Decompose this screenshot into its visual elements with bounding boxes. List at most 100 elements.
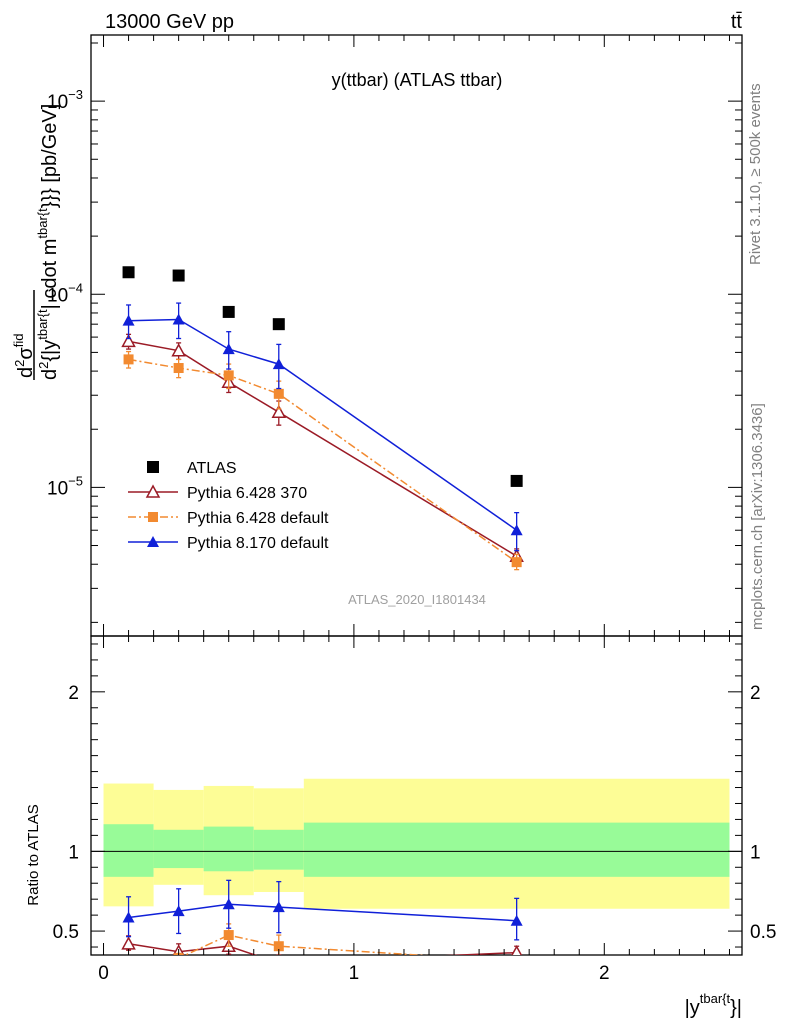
marker-square bbox=[223, 930, 234, 941]
marker-triangle bbox=[272, 358, 285, 370]
marker-square bbox=[148, 512, 158, 522]
x-tick-label: 1 bbox=[349, 963, 360, 984]
ylabel-den-rest: {|y bbox=[39, 340, 61, 362]
watermark: ATLAS_2020_I1801434 bbox=[348, 592, 486, 607]
ratio-series-line bbox=[183, 934, 429, 955]
marker-triangle bbox=[222, 898, 235, 910]
uncertainty-band-green bbox=[203, 826, 254, 872]
marker-square bbox=[172, 269, 185, 282]
marker-square bbox=[512, 956, 522, 966]
y-tick-base: 10 bbox=[47, 478, 68, 499]
svg-text:d2{|ytbar{t| cdot mtbar{t}}} [: d2{|ytbar{t| cdot mtbar{t}}} [pb/GeV] bbox=[35, 104, 61, 380]
ratio-y-tick-label: 0.5 bbox=[53, 922, 79, 943]
marker-square bbox=[511, 557, 522, 568]
marker-open-triangle bbox=[121, 333, 136, 348]
ratio-y-tick-label-right: 0.5 bbox=[750, 922, 776, 943]
ylabel-mid: | cdot m bbox=[39, 239, 61, 310]
xlabel-sup: tbar{t bbox=[700, 991, 731, 1006]
xlabel-base: |y bbox=[685, 997, 700, 1019]
marker-open-triangle bbox=[121, 936, 136, 950]
marker-square bbox=[272, 318, 285, 331]
main-series-pythia-6-428-default bbox=[123, 350, 522, 571]
ratio-x-axis-label: |ytbar{t}| bbox=[685, 991, 742, 1019]
marker-square bbox=[147, 461, 159, 473]
ratio-series-pythia-6-428-default bbox=[124, 923, 522, 970]
main-plot-title: y(ttbar) (ATLAS ttbar) bbox=[332, 70, 503, 90]
x-tick-label: 0 bbox=[98, 963, 109, 984]
marker-triangle bbox=[122, 314, 135, 326]
marker-square bbox=[222, 305, 235, 318]
legend-item: ATLAS bbox=[147, 460, 237, 477]
mcplots-label: mcplots.cern.ch [arXiv:1306.3436] bbox=[749, 403, 766, 630]
marker-square bbox=[124, 960, 134, 970]
uncertainty-band-green bbox=[153, 829, 204, 869]
ylabel-tail: }}} [pb/GeV] bbox=[39, 104, 61, 209]
ylabel-sup-m: tbar{t bbox=[35, 208, 50, 239]
marker-triangle bbox=[272, 901, 285, 913]
legend-label: Pythia 6.428 default bbox=[187, 510, 329, 527]
rivet-label: Rivet 3.1.10, ≥ 500k events bbox=[747, 83, 764, 265]
main-y-axis-label: d2σfid bbox=[11, 334, 37, 378]
legend-label: Pythia 6.428 370 bbox=[187, 485, 307, 502]
xlabel-tail: }| bbox=[730, 997, 742, 1019]
marker-triangle bbox=[122, 911, 135, 923]
legend-label: Pythia 8.170 default bbox=[187, 535, 329, 552]
legend-label: ATLAS bbox=[187, 460, 237, 477]
ylabel-d: d bbox=[15, 367, 37, 378]
marker-triangle bbox=[510, 914, 523, 926]
y-tick-label: 10−3 bbox=[47, 87, 83, 113]
process-label: tt̄ bbox=[731, 11, 743, 33]
marker-triangle bbox=[147, 536, 159, 547]
ratio-series-pythia-8-170-default bbox=[122, 879, 523, 941]
marker-triangle bbox=[172, 905, 185, 917]
x-tick-label: 2 bbox=[599, 963, 610, 984]
marker-square bbox=[122, 266, 135, 279]
ratio-y-axis-label: Ratio to ATLAS bbox=[25, 804, 42, 905]
legend-item: Pythia 6.428 default bbox=[128, 510, 329, 527]
marker-open-triangle bbox=[511, 945, 523, 955]
legend: ATLAS Pythia 6.428 370 Pythia 6.428 defaul… bbox=[128, 460, 329, 552]
uncertainty-band-green bbox=[303, 822, 730, 877]
y-tick-base: 10 bbox=[47, 92, 68, 113]
uncertainty-band-green bbox=[103, 824, 154, 877]
main-series-pythia-8-170-default bbox=[122, 302, 523, 552]
y-tick-exponent: −5 bbox=[68, 473, 83, 488]
energy-label: 13000 GeV pp bbox=[105, 11, 234, 33]
ratio-y-tick-label: 1 bbox=[68, 842, 79, 863]
marker-open-triangle bbox=[145, 484, 161, 498]
ylabel-sup1: 2 bbox=[12, 360, 27, 367]
marker-triangle bbox=[222, 343, 235, 355]
marker-square bbox=[273, 941, 284, 952]
main-series-layer bbox=[121, 266, 524, 571]
main-y-axis-label-denominator: d2{|ytbar{t| cdot mtbar{t}}} [pb/GeV] bbox=[35, 104, 61, 380]
legend-item: Pythia 8.170 default bbox=[128, 535, 329, 552]
ylabel-fid: fid bbox=[11, 334, 26, 348]
y-tick-exponent: −4 bbox=[68, 280, 83, 295]
marker-triangle bbox=[510, 524, 523, 536]
marker-square bbox=[510, 474, 523, 487]
legend-item: Pythia 6.428 370 bbox=[128, 484, 307, 502]
ratio-bands bbox=[103, 778, 730, 909]
marker-triangle bbox=[172, 313, 185, 325]
ratio-series-line bbox=[128, 943, 517, 955]
ylabel-den-supsub: tbar{t bbox=[35, 309, 50, 340]
ratio-plot: 0 1 2 0.5 0.5 1 1 2 2 bbox=[53, 635, 776, 984]
ylabel-sigma: σ bbox=[15, 347, 37, 360]
marker-open-triangle bbox=[171, 343, 186, 357]
marker-square bbox=[173, 363, 184, 374]
svg-text:d2σfid: d2σfid bbox=[11, 334, 37, 378]
svg-text:|ytbar{t}|: |ytbar{t}| bbox=[685, 991, 742, 1019]
ylabel-den-d: d bbox=[39, 369, 61, 380]
ratio-y-tick-label-right: 2 bbox=[750, 683, 761, 704]
y-tick-label: 10−5 bbox=[47, 473, 83, 499]
marker-square bbox=[223, 370, 234, 381]
main-series-atlas bbox=[122, 266, 523, 487]
marker-open-triangle bbox=[271, 404, 287, 418]
marker-square bbox=[273, 388, 284, 399]
ylabel-den-sup: 2 bbox=[36, 362, 51, 369]
ratio-y-tick-label-right: 1 bbox=[750, 842, 761, 863]
uncertainty-band-green bbox=[253, 829, 304, 870]
marker-open-triangle bbox=[273, 957, 285, 968]
